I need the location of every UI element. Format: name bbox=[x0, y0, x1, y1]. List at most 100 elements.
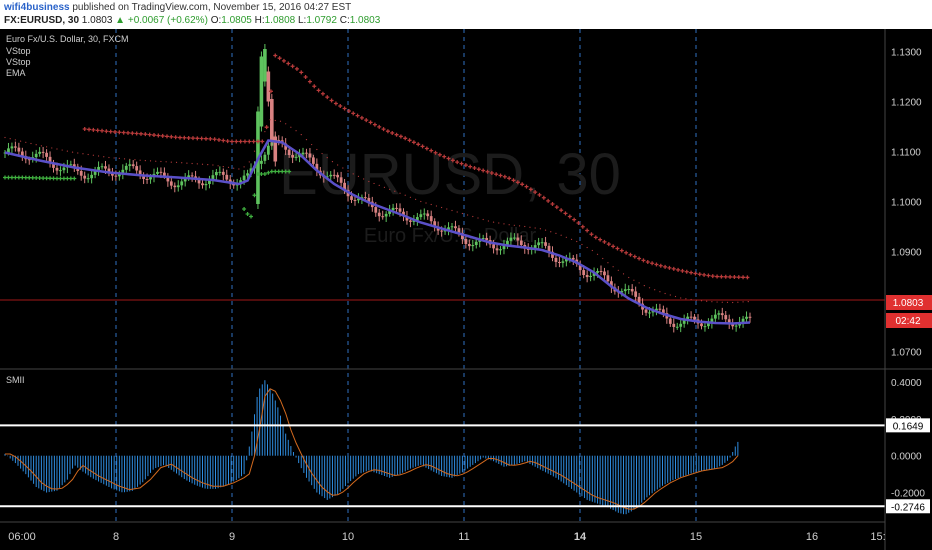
vstop-dot bbox=[51, 147, 53, 149]
vstop-upper-mark bbox=[164, 134, 169, 139]
vstop-upper-mark bbox=[160, 133, 165, 138]
vstop-dot bbox=[446, 208, 448, 210]
close-label: C: bbox=[339, 15, 350, 26]
vstop-upper-mark bbox=[628, 252, 633, 257]
price-chart[interactable]: EURUSD, 30 Euro Fx/U.S. Dollar 1.13001.1… bbox=[0, 29, 932, 550]
candle-body bbox=[7, 148, 10, 153]
vstop-dot bbox=[331, 161, 334, 163]
vstop-upper-mark bbox=[528, 187, 533, 192]
vstop-dot bbox=[607, 262, 609, 264]
candle-body bbox=[156, 171, 159, 174]
author-link[interactable]: wifi4business bbox=[4, 2, 70, 13]
vstop-upper-mark bbox=[290, 64, 295, 69]
candle-body bbox=[655, 308, 658, 311]
vstop-dot bbox=[622, 273, 625, 275]
close-value: 1.0803 bbox=[349, 15, 381, 26]
vstop-dot bbox=[472, 215, 474, 218]
candle-body bbox=[564, 258, 568, 262]
vstop-upper-mark bbox=[576, 221, 581, 225]
vstop-upper-mark bbox=[139, 131, 144, 136]
candle-body bbox=[720, 313, 724, 316]
candle-body bbox=[492, 244, 495, 249]
legend-item-ema[interactable]: EMA bbox=[6, 68, 26, 78]
vstop-dot bbox=[492, 221, 495, 223]
vstop-upper-mark bbox=[255, 139, 260, 144]
candle-body bbox=[208, 180, 211, 184]
candle-body bbox=[246, 173, 249, 176]
vstop-upper-mark bbox=[177, 135, 182, 140]
candle-body bbox=[291, 155, 295, 158]
time-axis[interactable]: 06:00 8 9 10 11 14 15 16 15: bbox=[8, 531, 885, 543]
candle-body bbox=[700, 323, 703, 327]
vstop-dot bbox=[243, 166, 245, 168]
vstop-upper-mark bbox=[173, 135, 178, 140]
candle-body bbox=[52, 162, 55, 168]
candle-body bbox=[526, 248, 530, 250]
vstop-upper-mark bbox=[359, 115, 364, 120]
vstop-dot bbox=[435, 205, 438, 207]
symbol-label[interactable]: FX:EURUSD, 30 bbox=[4, 15, 80, 26]
vstop-upper-mark bbox=[186, 135, 191, 140]
vstop-dot bbox=[77, 152, 79, 154]
vstop-dot bbox=[227, 166, 230, 168]
vstop-dot bbox=[311, 143, 313, 146]
countdown-badge-text: 02:42 bbox=[895, 316, 920, 327]
vstop-dot bbox=[685, 298, 687, 300]
vstop-upper-mark bbox=[450, 158, 455, 163]
vstop-lower-mark bbox=[20, 175, 25, 180]
vstop-upper-mark bbox=[182, 135, 187, 140]
vstop-lower-mark bbox=[65, 176, 70, 181]
candle-body bbox=[599, 271, 603, 273]
smi-legend-title[interactable]: SMII bbox=[6, 375, 25, 385]
vstop-upper-mark bbox=[541, 195, 546, 200]
vstop-lower-mark bbox=[280, 169, 285, 174]
vstop-upper-mark bbox=[593, 235, 598, 240]
vstop-lower-mark bbox=[252, 193, 257, 198]
vstop-upper-mark bbox=[329, 98, 334, 103]
vstop-dot bbox=[9, 138, 11, 140]
vstop-upper-mark bbox=[398, 134, 403, 139]
vstop-upper-mark bbox=[442, 154, 447, 159]
vstop-upper-mark bbox=[598, 237, 603, 242]
vstop-lower-mark bbox=[287, 169, 292, 174]
candle-body bbox=[495, 248, 499, 251]
candle-body bbox=[263, 154, 267, 161]
vstop-dot bbox=[134, 159, 136, 161]
vstop-upper-mark bbox=[719, 274, 724, 279]
candle-body bbox=[661, 309, 665, 314]
vstop-upper-mark bbox=[203, 136, 208, 141]
legend-item-vstop-2[interactable]: VStop bbox=[6, 57, 31, 67]
candle-body bbox=[481, 237, 485, 239]
vstop-dot bbox=[40, 145, 42, 147]
vstop-upper-mark bbox=[710, 274, 715, 279]
candle-body bbox=[516, 237, 520, 241]
vstop-upper-mark bbox=[407, 138, 412, 143]
vstop-upper-mark bbox=[728, 274, 733, 279]
candle-body bbox=[353, 199, 357, 201]
candle-body bbox=[457, 228, 461, 233]
vstop-upper-mark bbox=[190, 136, 195, 141]
vstop-upper-mark bbox=[676, 267, 681, 272]
legend-item-vstop-1[interactable]: VStop bbox=[6, 46, 31, 56]
vstop-dot bbox=[420, 200, 422, 203]
vstop-upper-mark bbox=[429, 148, 434, 153]
ema-line bbox=[4, 139, 751, 325]
vstop-dot bbox=[591, 249, 593, 252]
vstop-upper-mark bbox=[286, 61, 291, 66]
candle-body bbox=[668, 318, 672, 324]
vstop-dot bbox=[508, 224, 510, 226]
candle-body bbox=[724, 315, 728, 320]
vstop-dot bbox=[550, 231, 552, 233]
candle-body bbox=[214, 172, 218, 176]
time-tick-label: 9 bbox=[229, 531, 235, 543]
candle-body bbox=[367, 197, 371, 202]
candle-body bbox=[277, 139, 281, 141]
vstop-upper-mark bbox=[212, 137, 217, 142]
price-axis[interactable]: 1.1300 1.1200 1.1100 1.1000 1.0900 1.0700 bbox=[891, 48, 922, 359]
vstop-dot bbox=[539, 228, 541, 230]
candle-body bbox=[474, 241, 478, 245]
candle-body bbox=[142, 175, 146, 179]
candle-body bbox=[440, 230, 444, 232]
vstop-upper-mark bbox=[147, 132, 152, 137]
